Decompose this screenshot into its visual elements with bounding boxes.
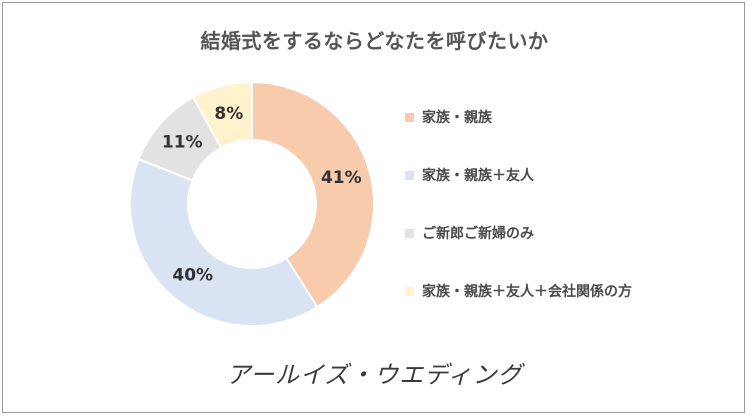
legend-label: 家族・親族＋友人＋会社関係の方 <box>422 284 632 300</box>
legend-swatch <box>405 228 414 238</box>
slice-family <box>251 80 375 309</box>
data-label-couple-only: 11% <box>162 132 203 152</box>
legend-label: 家族・親族＋友人 <box>422 168 534 184</box>
legend-label: ご新郎ご新婦のみ <box>422 226 534 242</box>
donut-chart: 41% 40% 11% 8% <box>129 80 375 327</box>
brand-logo: アールイズ・ウエディング <box>226 361 523 389</box>
legend-label: 家族・親族 <box>422 110 492 126</box>
data-label-family-friends: 40% <box>172 266 213 286</box>
chart-title: 結婚式をするならどなたを呼びたいか <box>200 29 549 53</box>
chart-frame: 結婚式をするならどなたを呼びたいか 41% 40% 11% 8% 家族・親族家族・親族… <box>2 2 745 413</box>
legend-item-couple-only: ご新郎ご新婦のみ <box>405 223 534 243</box>
legend-item-family: 家族・親族 <box>405 107 492 127</box>
legend-swatch <box>405 112 414 122</box>
legend-item-family-friends: 家族・親族＋友人 <box>405 165 534 185</box>
legend-item-family-friends-work: 家族・親族＋友人＋会社関係の方 <box>405 281 632 301</box>
slice-family-friends <box>129 157 319 327</box>
legend-swatch <box>405 286 414 296</box>
legend-swatch <box>405 170 414 180</box>
data-label-family-friends-work: 8% <box>214 104 243 124</box>
data-label-family: 41% <box>321 168 362 188</box>
slice-family-friends-work <box>191 80 253 150</box>
